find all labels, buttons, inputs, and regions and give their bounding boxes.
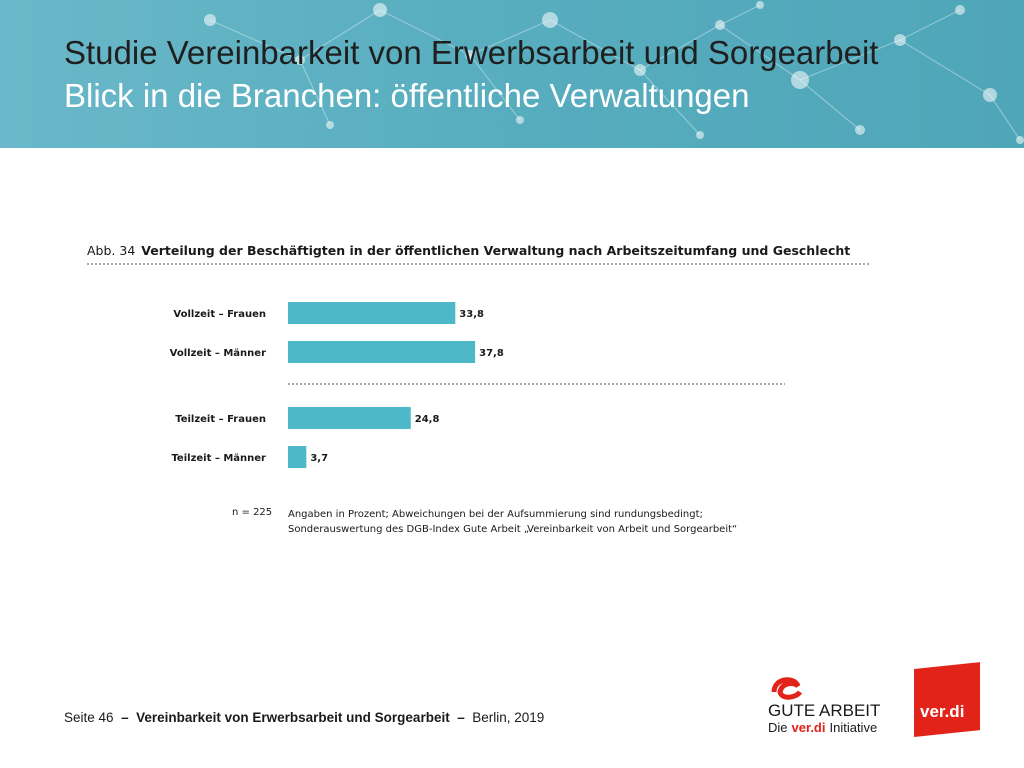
slide-subtitle: Blick in die Branchen: öffentliche Verwa…: [64, 77, 750, 114]
footer-study: Vereinbarkeit von Erwerbsarbeit und Sorg…: [136, 710, 450, 725]
gute-arbeit-mark-icon: [771, 677, 803, 700]
figure-caption: Abb. 34 Verteilung der Beschäftigten in d…: [87, 243, 850, 258]
slide-title: Studie Vereinbarkeit von Erwerbsarbeit u…: [64, 34, 879, 71]
page-number: Seite 46: [64, 710, 114, 725]
verdi-logo: ver.di: [914, 662, 980, 737]
bar: [288, 302, 456, 324]
category-label: Vollzeit – Frauen: [173, 309, 266, 320]
footer: Seite 46 – Vereinbarkeit von Erwerbsarbe…: [64, 710, 544, 725]
network-background: [204, 1, 1024, 144]
footer-sep-1: –: [121, 710, 129, 725]
value-label: 24,8: [415, 414, 440, 425]
note-line-1: Angaben in Prozent; Abweichungen bei der…: [288, 509, 703, 520]
bar: [288, 341, 476, 363]
gute-arbeit-text: GUTE ARBEIT: [768, 701, 880, 720]
bar: [288, 407, 411, 429]
sample-size: n = 225: [232, 507, 273, 518]
category-label: Teilzeit – Männer: [171, 453, 266, 464]
header-banner: Studie Vereinbarkeit von Erwerbsarbeit u…: [0, 0, 1024, 148]
category-label: Teilzeit – Frauen: [175, 414, 266, 425]
gute-arbeit-tagline: Die ver.di Initiative: [768, 720, 877, 735]
value-label: 3,7: [310, 453, 328, 464]
gute-arbeit-logo: GUTE ARBEIT Die ver.di Initiative: [768, 677, 880, 735]
bar: [288, 446, 307, 468]
figure-title: Verteilung der Beschäftigten in der öffe…: [141, 243, 851, 258]
note-line-2: Sonderauswertung des DGB-Index Gute Arbe…: [288, 524, 738, 535]
chart-notes: Angaben in Prozent; Abweichungen bei der…: [288, 507, 808, 537]
footer-sep-2: –: [457, 710, 465, 725]
figure-number: Abb. 34: [87, 243, 136, 258]
footer-place-year: Berlin, 2019: [472, 710, 545, 725]
category-label: Vollzeit – Männer: [170, 348, 266, 359]
value-label: 37,8: [479, 348, 504, 359]
verdi-logo-text: ver.di: [920, 702, 965, 722]
value-label: 33,8: [459, 309, 484, 320]
